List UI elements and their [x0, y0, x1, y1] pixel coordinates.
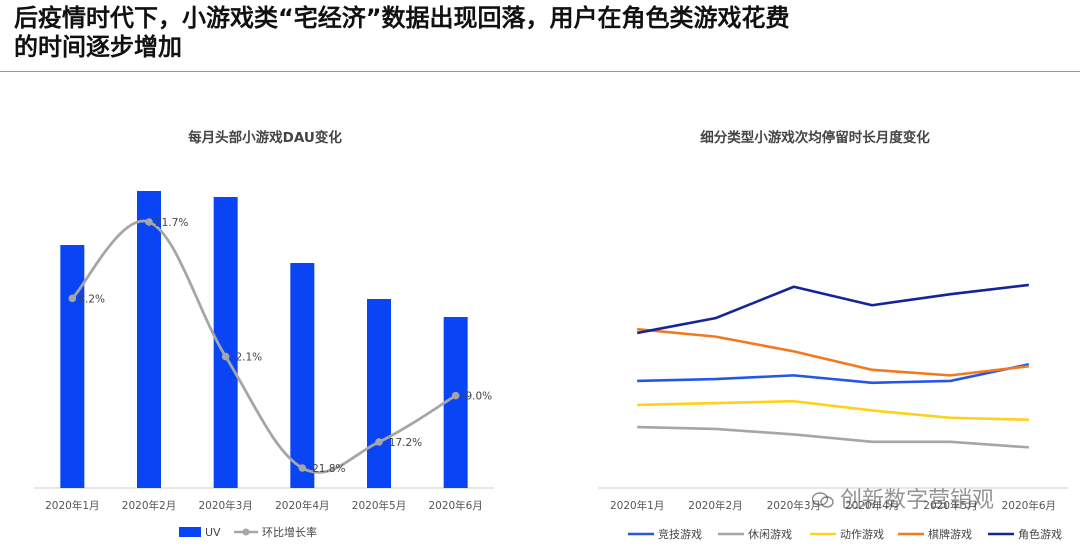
- duration-x-tick-label: 2020年2月: [688, 499, 742, 512]
- duration-chart-title: 细分类型小游戏次均停留时长月度变化: [700, 130, 930, 146]
- series-line: [637, 399, 1029, 421]
- growth-rate-point: [145, 218, 153, 226]
- growth-rate-data-label: -21.8%: [308, 463, 345, 475]
- uv-bar: [137, 191, 161, 488]
- dau-x-tick-label: 2020年3月: [198, 499, 252, 512]
- growth-rate-data-label: 8.2%: [78, 293, 105, 305]
- growth-rate-point: [221, 352, 230, 361]
- duration-x-tick-label: 2020年6月: [1002, 499, 1056, 512]
- dau-chart-title: 每月头部小游戏DAU变化: [188, 130, 342, 146]
- legend-label-uv: UV: [205, 526, 221, 539]
- headline-line-2: 的时间逐步增加: [14, 33, 182, 61]
- series-line: [637, 363, 1030, 385]
- legend-label: 动作游戏: [840, 528, 884, 541]
- dau-x-tick-label: 2020年5月: [352, 499, 406, 512]
- growth-rate-data-label: -2.1%: [232, 352, 262, 364]
- growth-rate-point: [68, 294, 77, 303]
- duration-x-tick-label: 2020年3月: [767, 499, 821, 512]
- legend-label: 休闲游戏: [748, 527, 792, 541]
- headline: 后疫情时代下，小游戏类“宅经济”数据出现回落，用户在角色类游戏花费 的时间逐步增…: [14, 4, 1074, 62]
- growth-rate-data-label: -17.2%: [385, 437, 422, 449]
- uv-bar: [367, 299, 391, 488]
- headline-line-1: 后疫情时代下，小游戏类“宅经济”数据出现回落，用户在角色类游戏花费: [14, 4, 790, 32]
- headline-divider: [0, 71, 1080, 72]
- series-line: [637, 425, 1029, 449]
- watermark: 创新数字营销观: [812, 482, 994, 514]
- uv-bar: [60, 245, 85, 488]
- dau-x-tick-label: 2020年1月: [45, 499, 99, 512]
- legend-label: 角色游戏: [1018, 527, 1062, 541]
- duration-x-tick-label: 2020年5月: [923, 499, 977, 512]
- growth-rate-point: [451, 391, 460, 400]
- uv-bar: [443, 317, 468, 488]
- growth-rate-data-label: -9.0%: [462, 391, 492, 403]
- legend-label: 棋牌游戏: [928, 527, 972, 541]
- watermark-text: 创新数字营销观: [840, 488, 995, 513]
- series-line: [636, 283, 1029, 335]
- legend-swatch-uv: [179, 527, 201, 537]
- legend-swatch-growth-marker: [242, 528, 250, 536]
- chat-bubble-icon: [812, 492, 834, 508]
- dau-x-tick-label: 2020年4月: [275, 499, 329, 512]
- legend-label-growth: 环比增长率: [262, 525, 317, 539]
- duration-x-tick-label: 2020年1月: [610, 499, 664, 512]
- growth-rate-data-label: 21.7%: [155, 217, 188, 229]
- legend-label: 竞技游戏: [658, 527, 702, 541]
- duration-x-tick-label: 2020年4月: [845, 499, 899, 512]
- series-line: [637, 327, 1029, 377]
- growth-rate-point: [375, 438, 383, 446]
- uv-bar: [290, 263, 315, 488]
- dau-x-tick-label: 2020年2月: [122, 499, 176, 512]
- growth-rate-point: [298, 464, 307, 472]
- growth-rate-line: [71, 219, 457, 474]
- dau-x-tick-label: 2020年6月: [428, 499, 482, 512]
